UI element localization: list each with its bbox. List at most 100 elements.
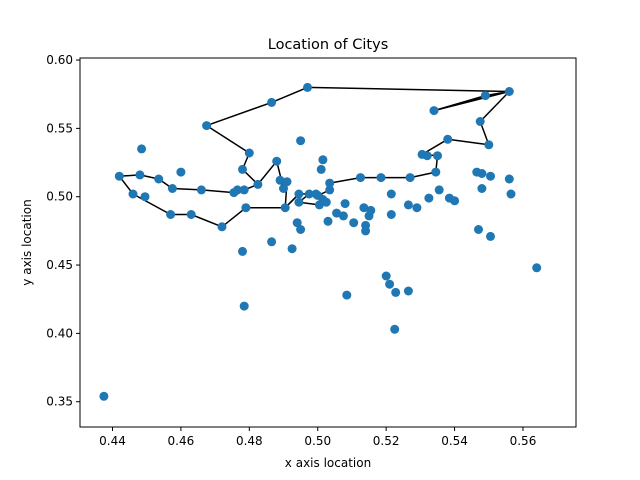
city-point <box>431 167 441 177</box>
x-tick-label: 0.44 <box>99 434 126 448</box>
city-point <box>403 286 413 296</box>
city-point <box>386 189 396 199</box>
city-point <box>196 185 206 195</box>
city-point <box>279 184 288 193</box>
city-point <box>412 203 422 213</box>
city-point <box>506 189 516 199</box>
city-point <box>325 185 335 195</box>
city-point <box>238 164 247 174</box>
city-point <box>239 185 249 195</box>
x-tick-label: 0.48 <box>236 434 263 448</box>
city-point <box>385 279 395 289</box>
city-point <box>275 175 285 185</box>
city-point <box>137 144 147 154</box>
city-point <box>217 222 227 232</box>
city-point <box>434 185 444 195</box>
city-point <box>477 184 487 193</box>
city-point <box>332 208 342 218</box>
city-point <box>477 169 487 178</box>
y-tick-label: 0.45 <box>46 258 73 272</box>
city-point <box>342 290 352 300</box>
city-point <box>433 151 442 161</box>
city-point <box>359 203 369 213</box>
city-point <box>114 171 124 181</box>
y-tick-label: 0.55 <box>46 121 73 135</box>
city-point <box>366 205 376 215</box>
city-point <box>486 171 495 181</box>
city-point <box>253 179 263 189</box>
city-point <box>340 199 350 209</box>
city-point <box>232 185 242 195</box>
city-point <box>154 174 164 184</box>
city-point <box>287 244 297 254</box>
city-point <box>356 173 365 183</box>
city-point <box>316 164 326 174</box>
city-point <box>304 189 314 199</box>
city-point <box>504 174 514 184</box>
x-tick-label: 0.50 <box>304 434 331 448</box>
y-axis-title: y axis location <box>20 199 34 285</box>
city-point <box>376 173 386 183</box>
city-point <box>443 134 453 144</box>
city-point <box>167 184 177 193</box>
plot-frame <box>79 57 577 428</box>
city-point <box>238 246 247 256</box>
city-point <box>239 301 249 311</box>
city-point <box>202 121 212 131</box>
city-point <box>296 225 306 234</box>
city-point <box>186 210 196 219</box>
plot-area <box>80 58 576 427</box>
city-point <box>244 148 254 158</box>
chart-title: Location of Citys <box>268 37 389 53</box>
city-point <box>267 97 277 107</box>
city-point <box>386 210 396 219</box>
city-point <box>321 197 331 207</box>
x-axis-title: x axis location <box>285 456 371 470</box>
city-point <box>282 177 292 187</box>
city-point <box>480 91 490 101</box>
city-point <box>429 106 439 116</box>
city-point <box>294 189 304 199</box>
city-point <box>381 271 391 281</box>
x-tick-label: 0.46 <box>168 434 195 448</box>
city-point <box>532 263 542 273</box>
city-point <box>176 167 186 177</box>
city-point <box>391 287 401 297</box>
city-point <box>349 218 359 228</box>
y-axis-ticks: 0.35 0.40 0.45 0.50 0.55 0.60 <box>46 53 80 409</box>
city-point <box>450 196 460 206</box>
city-points <box>99 82 542 401</box>
city-point <box>338 211 348 221</box>
city-point <box>280 203 290 213</box>
city-point <box>486 231 495 241</box>
city-point <box>140 192 150 202</box>
city-point <box>267 237 277 247</box>
x-tick-label: 0.54 <box>441 434 468 448</box>
city-point <box>475 117 485 126</box>
x-tick-label: 0.52 <box>373 434 400 448</box>
city-point <box>272 156 282 166</box>
city-point <box>484 140 494 150</box>
city-point <box>390 324 400 334</box>
x-tick-label: 0.56 <box>510 434 537 448</box>
city-point <box>99 391 109 401</box>
city-point <box>292 218 302 228</box>
city-point <box>296 136 306 146</box>
city-point <box>403 200 413 210</box>
city-point <box>294 197 304 207</box>
city-point <box>318 155 328 165</box>
city-point <box>128 189 138 199</box>
city-point <box>405 173 415 183</box>
city-point <box>166 210 176 219</box>
city-point <box>241 203 251 213</box>
city-point <box>325 178 335 188</box>
y-tick-label: 0.40 <box>46 326 73 340</box>
city-point <box>424 193 434 203</box>
y-tick-label: 0.35 <box>46 395 73 409</box>
city-point <box>504 87 514 96</box>
city-point <box>323 216 333 226</box>
y-tick-label: 0.60 <box>46 53 73 67</box>
y-tick-label: 0.50 <box>46 190 73 204</box>
city-point <box>474 225 483 234</box>
city-point <box>361 226 371 236</box>
